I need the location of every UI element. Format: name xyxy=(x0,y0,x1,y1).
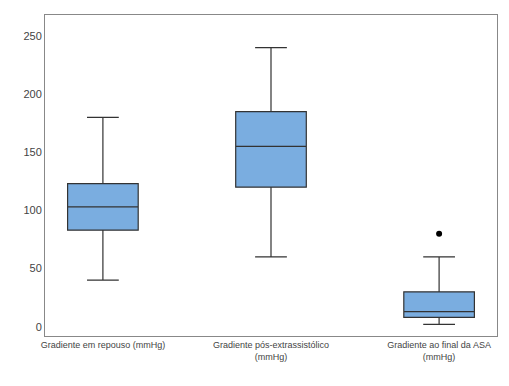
svg-text:100: 100 xyxy=(23,204,41,216)
svg-text:0: 0 xyxy=(36,321,42,333)
svg-text:Gradiente ao final da ASA(mmHg: Gradiente ao final da ASA(mmHg) xyxy=(387,340,491,362)
svg-text:Gradiente em repouso (mmHg): Gradiente em repouso (mmHg) xyxy=(41,340,166,350)
svg-text:Gradiente pós-extrassistólico(: Gradiente pós-extrassistólico(mmHg) xyxy=(213,340,329,362)
svg-text:250: 250 xyxy=(23,30,41,42)
svg-text:200: 200 xyxy=(23,88,41,100)
svg-text:150: 150 xyxy=(23,146,41,158)
svg-text:50: 50 xyxy=(30,262,42,274)
